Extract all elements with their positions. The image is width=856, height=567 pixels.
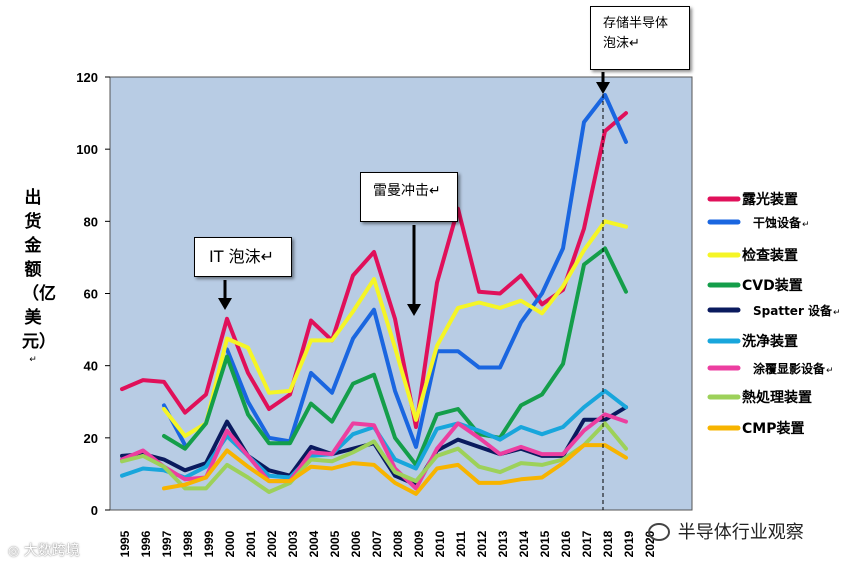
series-line-8 [162, 443, 628, 496]
y-axis-label-text: 出货金额（亿美元） [22, 188, 56, 352]
x-tick-label: 1998 [181, 530, 195, 557]
y-tick-label: 0 [91, 503, 98, 518]
legend-label-8: CMP装置 [742, 420, 804, 437]
watermark-right-text: 半导体行业观察 [677, 522, 804, 543]
annotation-it-bubble-text: IT 泡沫↵ [209, 247, 274, 266]
x-tick-label: 2011 [454, 531, 468, 557]
y-tick-label: 60 [84, 287, 98, 302]
y-tick-label: 120 [76, 70, 98, 85]
x-tick-label: 1997 [160, 530, 174, 557]
y-tick-label: 20 [84, 431, 98, 446]
annotation-arrows [218, 72, 610, 510]
watermark-left: ◎ 大数跨境 [8, 540, 80, 560]
watermark-left-text: 大数跨境 [23, 543, 80, 559]
x-tick-label: 2013 [496, 530, 510, 557]
x-tick-label: 2016 [559, 530, 573, 557]
annotation-arrow-head [407, 304, 421, 316]
legend-label-7: 熱処理装置 [742, 389, 812, 406]
y-tick-label: 80 [84, 214, 98, 229]
annotation-lehman: 雷曼冲击↵ [360, 172, 458, 222]
annotation-memory-line1: 存储半导体 [603, 16, 669, 31]
x-axis-ticks: 1995 1996 1997 1998 1999 2000 2001 2002 2003 2004… [118, 530, 657, 557]
x-tick-label: 2007 [370, 530, 384, 557]
x-tick-label: 2014 [517, 530, 531, 557]
x-tick-label: 2019 [622, 530, 636, 557]
legend-label-2: 检查装置 [742, 247, 798, 264]
x-tick-label: 2003 [286, 530, 300, 557]
x-tick-label: 2004 [307, 530, 321, 557]
y-tick-label: 40 [84, 359, 98, 374]
x-tick-label: 2001 [244, 530, 258, 557]
x-tick-label: 2018 [601, 530, 615, 557]
series-line-1 [225, 93, 628, 449]
series-line-2 [162, 219, 628, 438]
legend-label-mark-4: ↵ [833, 308, 841, 318]
x-tick-label: 2009 [412, 530, 426, 557]
annotation-memory-line2: 泡沫↵ [603, 36, 640, 51]
wechat-icon [648, 523, 670, 541]
y-axis-label: 出货金额（亿美元） ↵ [22, 186, 56, 366]
series-line-3 [162, 246, 628, 467]
y-tick-label: 100 [76, 142, 98, 157]
plot-area [109, 76, 693, 511]
legend-label-mark-6: ↵ [826, 366, 834, 376]
watermark-left-icon: ◎ [8, 544, 20, 559]
x-tick-label: 2002 [265, 530, 279, 557]
annotation-memory-bubble: 存储半导体 泡沫↵ [590, 6, 690, 70]
x-tick-label: 1999 [202, 530, 216, 557]
x-tick-label: 2015 [538, 530, 552, 557]
x-tick-label: 2008 [391, 530, 405, 557]
x-tick-label: 1995 [118, 530, 132, 557]
x-tick-label: 2017 [580, 530, 594, 557]
legend-label-0: 露光装置 [742, 191, 798, 208]
x-tick-label: 2006 [349, 530, 363, 557]
x-tick-label: 2010 [433, 530, 447, 557]
legend-label-3: CVD装置 [742, 277, 803, 294]
legend-label-mark-1: ↵ [802, 220, 810, 230]
annotation-arrow-head [596, 82, 610, 94]
x-tick-label: 1996 [139, 530, 153, 557]
legend-label-4: Spatter 设备 [753, 303, 833, 318]
annotation-arrow-head [218, 298, 232, 310]
annotation-it-bubble: IT 泡沫↵ [194, 237, 292, 277]
series-line-0 [120, 111, 628, 429]
legend-label-6: 涂覆显影设备 [753, 361, 826, 376]
series-line-7 [120, 421, 628, 494]
x-tick-label: 2005 [328, 530, 342, 557]
legend-label-1: 干蚀设备 [753, 215, 802, 230]
legend-label-5: 洗净装置 [742, 333, 798, 350]
watermark-right: 半导体行业观察 [648, 518, 804, 544]
annotation-lehman-text: 雷曼冲击↵ [373, 183, 441, 199]
series-lines [120, 93, 628, 496]
y-axis-ticks: 0 20 40 60 80 100 120 [76, 70, 110, 518]
x-tick-label: 2012 [475, 530, 489, 557]
y-axis-label-mark: ↵ [29, 355, 37, 365]
x-tick-label: 2000 [223, 530, 237, 557]
